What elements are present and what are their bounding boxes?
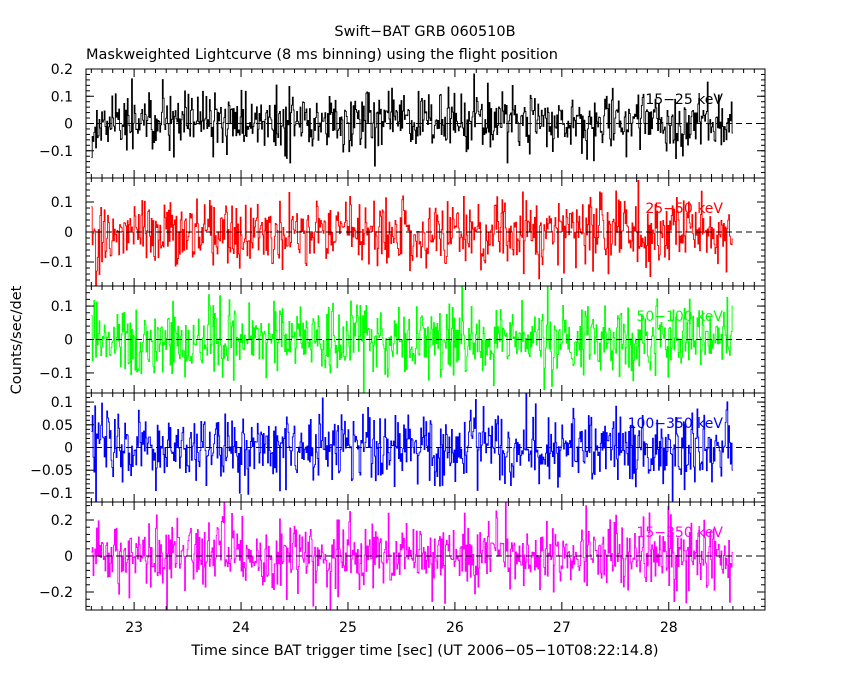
chart-subtitle: Maskweighted Lightcurve (8 ms binning) u… [86,47,558,63]
band-label-panel-1: 15−25 keV [645,92,723,108]
series-line-panel-4 [91,393,733,502]
y-tick-label: 0.1 [51,395,73,411]
x-tick-label: 23 [125,620,143,636]
series-line-panel-3 [91,286,733,393]
x-axis-label: Time since BAT trigger time [sec] (UT 20… [190,643,658,659]
y-tick-label: 0 [64,333,73,349]
panel-2: 0.1 0 −0.1 25−50 keV [39,177,766,287]
chart-title: Swift−BAT GRB 060510B [334,24,515,40]
panel-1: 0.2 0.1 0 −0.1 15−25 keV [39,62,766,179]
x-tick-label: 24 [232,620,250,636]
y-tick-label: 0 [64,441,73,457]
y-tick-label: 0.2 [51,62,73,78]
y-tick-label: 0 [64,225,73,241]
x-tick-label: 27 [553,620,571,636]
y-tick-label: 0 [64,117,73,133]
band-label-panel-3: 50−100 keV [636,309,723,325]
y-tick-label: 0 [64,549,73,565]
y-tick-label: −0.1 [39,255,73,271]
y-tick-label: 0.1 [51,195,73,211]
y-tick-label: −0.05 [30,463,73,479]
y-tick-label: −0.2 [39,585,73,601]
series-line-panel-1 [91,73,733,167]
band-label-panel-4: 100−350 keV [628,416,724,432]
x-tick-label: 25 [339,620,357,636]
band-label-panel-5: 15−350 keV [636,525,723,541]
y-tick-label: 0.2 [51,513,73,529]
series-line-panel-2 [91,180,733,286]
y-tick-label: 0.1 [51,299,73,315]
panel-5: 0.2 0 −0.2 15−350 keV [39,501,766,611]
y-tick-label: −0.1 [39,144,73,160]
series-line-panel-5 [91,502,733,610]
panel-4: 0.1 0.05 0 −0.05 −0.1 100−350 keV [30,392,766,503]
y-tick-label: 0.1 [51,89,73,105]
y-axis-label: Counts/sec/det [9,285,25,394]
y-tick-label: 0.05 [42,418,73,434]
band-label-panel-2: 25−50 keV [645,201,723,217]
panel-3: 0.1 0 −0.1 50−100 keV [39,285,766,394]
y-tick-label: −0.1 [39,486,73,502]
y-tick-label: −0.1 [39,366,73,382]
x-tick-label: 28 [660,620,678,636]
x-tick-label: 26 [446,620,464,636]
